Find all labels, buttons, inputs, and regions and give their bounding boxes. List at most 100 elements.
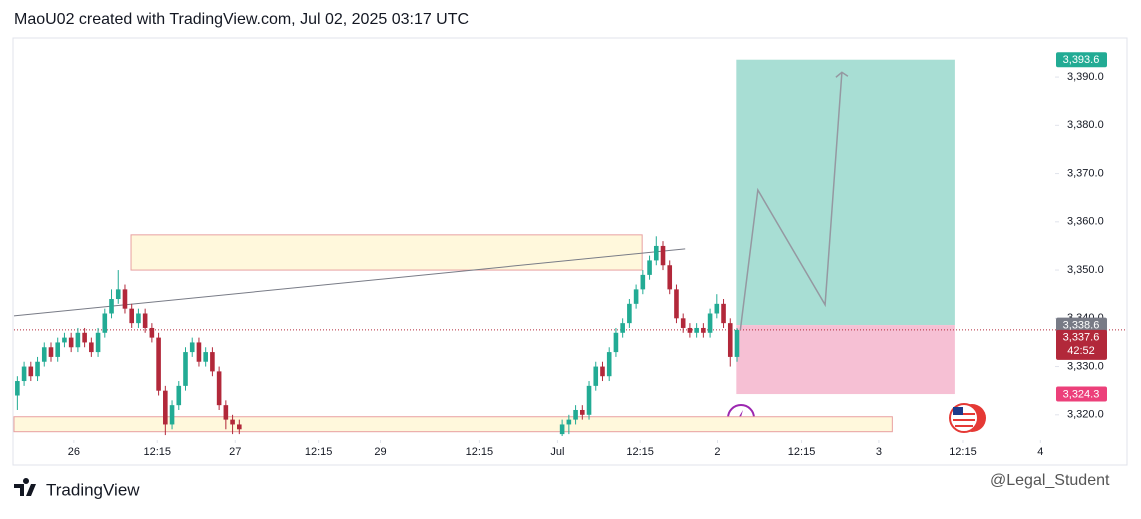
x-tick-label: 12:15 [466, 446, 494, 458]
candle-body [734, 329, 740, 357]
x-tick-label: 3 [876, 446, 882, 458]
candle-body [55, 342, 61, 357]
candle-body [122, 289, 128, 309]
loss-zone [736, 325, 955, 395]
entry-label: 3,338.6 [1063, 319, 1100, 331]
countdown-label: 42:52 [1067, 345, 1095, 357]
candle-body [593, 366, 599, 386]
candle-body [196, 342, 202, 362]
candle-body [35, 361, 40, 377]
candle-body [613, 332, 619, 353]
candle-body [176, 385, 182, 406]
candle-body [714, 303, 720, 314]
candle-body [223, 405, 229, 420]
candle-body [149, 327, 155, 338]
candle-body [694, 327, 699, 333]
x-tick-label: Jul [550, 446, 564, 458]
candle-body [701, 327, 706, 333]
x-tick-label: 12:15 [949, 446, 977, 458]
candle-body [203, 352, 208, 362]
zone [130, 234, 643, 271]
y-tick-label: 3,320.0 [1067, 409, 1104, 421]
candle-body [660, 245, 666, 266]
y-tick-label: 3,390.0 [1067, 71, 1104, 83]
candle-body [48, 347, 54, 357]
candle-body [95, 332, 101, 353]
candle-body [169, 405, 175, 425]
x-tick-label: 12:15 [305, 446, 333, 458]
candle-body [620, 323, 625, 333]
y-tick-label: 3,360.0 [1067, 216, 1104, 228]
target-badge [1056, 52, 1107, 68]
candle-body [21, 366, 27, 382]
chart-title: MaoU02 created with TradingView.com, Jul… [14, 11, 469, 28]
candle-body [640, 274, 646, 290]
candle-body [41, 347, 47, 362]
candle-body [189, 342, 195, 353]
x-tick-label: 12:15 [143, 446, 171, 458]
candle-body [721, 303, 726, 324]
candle-body [102, 313, 108, 333]
candle-body [89, 342, 94, 353]
candle-body [647, 260, 652, 275]
candle-body [15, 381, 20, 396]
candle-body [687, 327, 693, 333]
candle-body [183, 352, 188, 386]
us-flag-icon [949, 403, 986, 433]
y-tick-label: 3,380.0 [1067, 119, 1104, 131]
zone [13, 416, 893, 433]
candle-body [142, 313, 148, 328]
candle-body [156, 337, 161, 391]
candle-body [109, 299, 114, 314]
candle-body [674, 289, 679, 319]
candle-body [216, 371, 222, 406]
candle-body [75, 332, 81, 348]
candle-body [653, 245, 659, 261]
x-tick-label: 12:15 [626, 446, 654, 458]
x-tick-label: 29 [374, 446, 386, 458]
candle-body [600, 366, 605, 377]
candle-body [136, 313, 141, 324]
x-tick-label: 27 [229, 446, 241, 458]
candle-body [237, 424, 242, 430]
candle-body [606, 352, 612, 377]
candle-body [163, 390, 168, 425]
candle-body [62, 337, 67, 343]
candle-body [115, 289, 121, 300]
candle-body [210, 352, 215, 372]
candle-body [633, 289, 639, 304]
y-tick-label: 3,350.0 [1067, 264, 1104, 276]
branding: TradingView [46, 480, 140, 499]
chart-pane [12, 37, 1128, 466]
candle-body [680, 318, 686, 328]
entry-badge [1056, 317, 1107, 333]
candle-body [28, 366, 34, 377]
tradingview-logo [14, 478, 36, 496]
watermark: @Legal_Student [990, 472, 1110, 489]
candle-body [559, 424, 565, 435]
candle-body [707, 313, 713, 333]
stop-badge [1056, 386, 1107, 402]
candle-body [586, 385, 592, 415]
last-price-label: 3,337.6 [1063, 331, 1100, 343]
candle-body [82, 332, 87, 343]
candle-body [573, 409, 578, 420]
projection-path [739, 72, 843, 330]
last-price-badge [1056, 329, 1107, 360]
target-label: 3,393.6 [1063, 54, 1100, 66]
candle-body [68, 337, 74, 348]
y-tick-label: 3,330.0 [1067, 360, 1104, 372]
candle-body [627, 303, 632, 324]
stop-label: 3,324.3 [1063, 388, 1100, 400]
x-tick-label: 2 [714, 446, 720, 458]
x-tick-label: 26 [68, 446, 80, 458]
x-tick-label: 12:15 [788, 446, 816, 458]
candle-body [129, 308, 134, 324]
candle-body [667, 265, 673, 290]
candle-body [580, 409, 585, 415]
y-tick-label: 3,370.0 [1067, 167, 1104, 179]
x-tick-label: 4 [1037, 446, 1043, 458]
candle-body [230, 419, 235, 425]
candle-body [727, 323, 733, 357]
